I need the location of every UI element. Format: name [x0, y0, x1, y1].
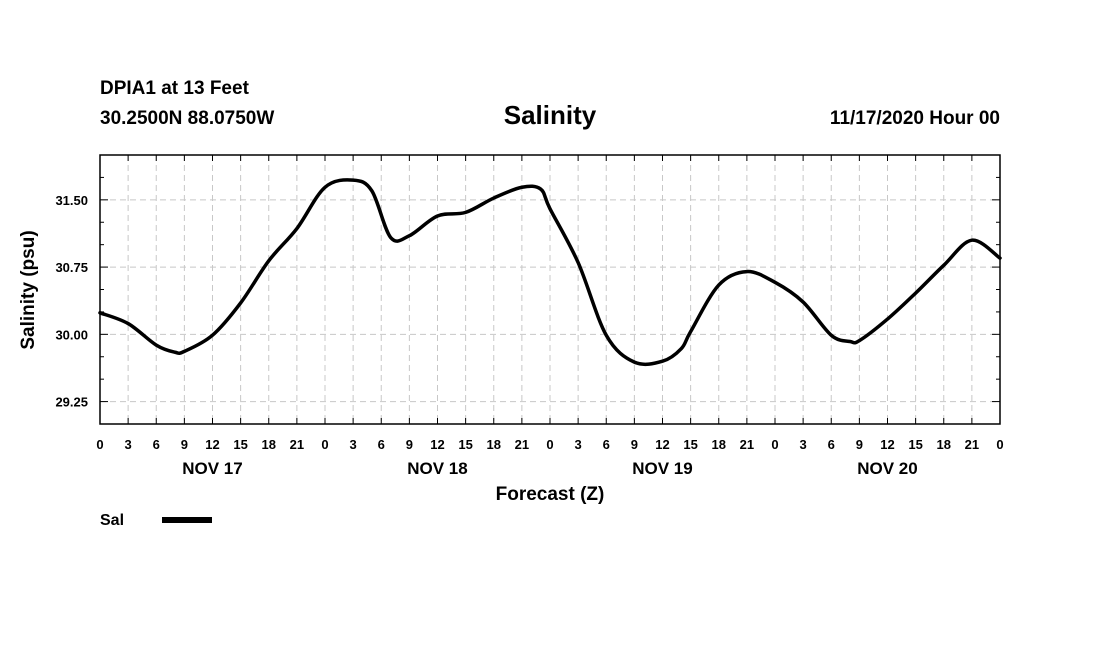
x-day-label: NOV 20	[857, 459, 917, 478]
x-tick-label: 3	[350, 437, 357, 452]
x-tick-label: 21	[290, 437, 304, 452]
x-tick-label: 9	[406, 437, 413, 452]
x-tick-label: 6	[153, 437, 160, 452]
x-tick-label: 18	[712, 437, 726, 452]
x-tick-label: 3	[575, 437, 582, 452]
x-tick-label: 6	[828, 437, 835, 452]
x-day-label: NOV 17	[182, 459, 242, 478]
x-tick-label: 18	[487, 437, 501, 452]
x-day-label: NOV 19	[632, 459, 692, 478]
x-tick-label: 9	[856, 437, 863, 452]
x-tick-label: 12	[430, 437, 444, 452]
grid	[100, 155, 1000, 424]
x-tick-label: 15	[683, 437, 697, 452]
plot-frame	[99, 154, 1001, 425]
station-coords: 30.2500N 88.0750W	[100, 108, 274, 129]
x-tick-label: 12	[880, 437, 894, 452]
x-tick-label: 3	[125, 437, 132, 452]
x-tick-label: 9	[181, 437, 188, 452]
tick-labels: 0 3 6 9 12 15 18 21 0 3 6 9 12 15 18 21 0 3 6 9 12 15 18 21 0 3 6 9…	[55, 193, 1003, 478]
x-tick-label: 6	[603, 437, 610, 452]
series-line-sal	[98, 178, 1002, 367]
x-tick-label: 0	[996, 437, 1003, 452]
x-tick-label: 6	[378, 437, 385, 452]
x-tick-label: 18	[937, 437, 951, 452]
x-tick-label: 21	[740, 437, 754, 452]
y-tick-label: 31.50	[55, 193, 88, 208]
legend: Sal	[100, 512, 212, 529]
x-tick-label: 15	[458, 437, 472, 452]
x-axis-label: Forecast (Z)	[496, 484, 605, 505]
x-tick-label: 9	[631, 437, 638, 452]
forecast-run-time: 11/17/2020 Hour 00	[830, 108, 1000, 129]
x-tick-label: 0	[96, 437, 103, 452]
x-tick-label: 18	[262, 437, 276, 452]
series-layer	[98, 178, 1002, 367]
x-tick-label: 15	[233, 437, 247, 452]
x-tick-label: 15	[908, 437, 922, 452]
x-tick-label: 12	[205, 437, 219, 452]
x-day-label: NOV 18	[407, 459, 467, 478]
x-tick-label: 12	[655, 437, 669, 452]
x-tick-label: 3	[800, 437, 807, 452]
y-tick-label: 30.00	[55, 327, 88, 342]
x-tick-label: 0	[321, 437, 328, 452]
x-tick-label: 0	[771, 437, 778, 452]
chart-title: Salinity	[504, 100, 597, 130]
x-tick-label: 21	[965, 437, 979, 452]
x-tick-label: 21	[515, 437, 529, 452]
y-tick-label: 29.25	[55, 395, 88, 410]
y-axis-label: Salinity (psu)	[18, 230, 39, 349]
x-tick-label: 0	[546, 437, 553, 452]
station-title: DPIA1 at 13 Feet	[100, 78, 250, 99]
y-tick-label: 30.75	[55, 260, 88, 275]
legend-label-sal: Sal	[100, 512, 124, 529]
